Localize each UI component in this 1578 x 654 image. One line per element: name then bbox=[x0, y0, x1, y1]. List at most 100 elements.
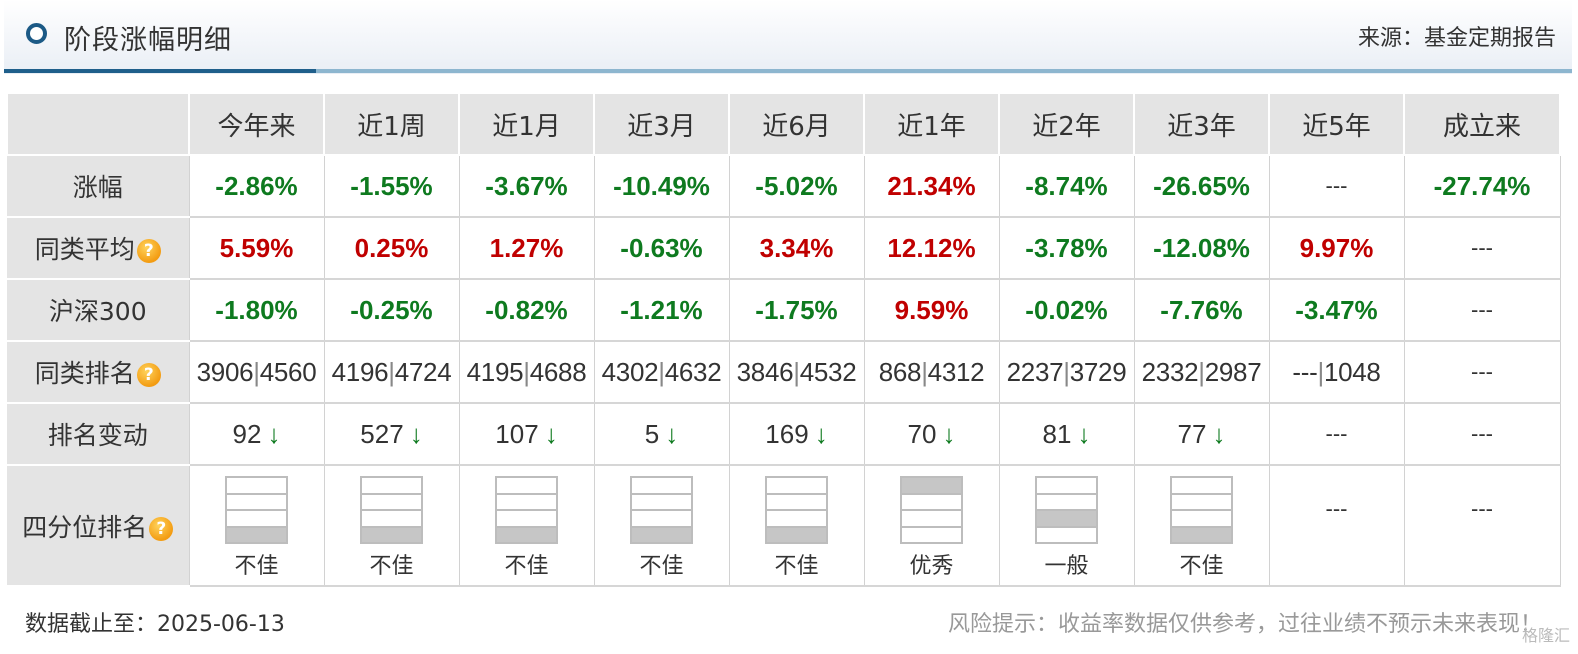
percent-value: -0.63% bbox=[620, 232, 703, 263]
table-cell: 107 ↓ bbox=[458, 402, 595, 466]
table-corner bbox=[6, 92, 190, 156]
quartile-segment bbox=[767, 527, 826, 542]
table-cell: 5 ↓ bbox=[593, 402, 730, 466]
rank-change-value: 81 bbox=[1042, 418, 1072, 449]
quartile-label: 不佳 bbox=[774, 554, 819, 579]
percent-value: -3.78% bbox=[1025, 232, 1108, 263]
table-row: 同类平均? 5.59% 0.25% 1.27% -0.63% 3.34% 12.12% -3.… bbox=[7, 216, 1561, 280]
rank-change-value: 107 bbox=[495, 418, 539, 449]
quartile-chart bbox=[765, 476, 828, 544]
table-cell: 21.34% bbox=[863, 154, 1000, 218]
percent-value: -1.80% bbox=[215, 294, 298, 325]
rank-separator: | bbox=[1317, 356, 1324, 387]
row-label-text: 四分位排名 bbox=[22, 512, 148, 542]
quartile-segment bbox=[1037, 528, 1096, 543]
table-row: 四分位排名? 不佳 不佳 不佳 不佳 不佳 优秀 一般 不佳 --- --- bbox=[7, 464, 1561, 587]
rank-position: 4195 bbox=[466, 356, 524, 387]
percent-value: 12.12% bbox=[887, 232, 976, 263]
table-cell: 不佳 bbox=[593, 464, 730, 587]
watermark: 格隆汇 bbox=[1521, 626, 1570, 645]
data-source: 来源：基金定期报告 bbox=[1357, 26, 1556, 51]
quartile-segment bbox=[227, 511, 286, 528]
table-cell: --- bbox=[1403, 340, 1561, 404]
quartile-segment bbox=[902, 528, 961, 543]
table-cell: 不佳 bbox=[458, 464, 595, 587]
percent-value: -5.02% bbox=[755, 170, 838, 201]
table-cell: -1.80% bbox=[188, 278, 325, 342]
quartile-segment bbox=[902, 511, 961, 528]
rank-value: 4302|4632 bbox=[602, 357, 722, 387]
rank-position: 3846 bbox=[736, 356, 794, 387]
rank-separator: | bbox=[523, 356, 530, 387]
percent-value: 0.25% bbox=[354, 232, 429, 263]
table-cell: --- bbox=[1403, 464, 1561, 587]
quartile-segment bbox=[1037, 511, 1096, 528]
table-cell: 92 ↓ bbox=[188, 402, 325, 466]
table-cell: 3906|4560 bbox=[188, 340, 325, 404]
row-label-text: 沪深300 bbox=[48, 297, 147, 326]
percent-value: -3.67% bbox=[485, 170, 568, 201]
question-mark-icon[interactable]: ? bbox=[136, 239, 161, 263]
percent-value: -1.55% bbox=[350, 170, 433, 201]
table-cell: -0.82% bbox=[458, 278, 595, 342]
quartile-segment bbox=[1037, 478, 1096, 495]
column-header: 近6月 bbox=[728, 92, 865, 156]
row-label: 沪深300 bbox=[7, 279, 189, 342]
rank-position: 2332 bbox=[1141, 356, 1199, 387]
rank-total: 2987 bbox=[1204, 356, 1262, 387]
rank-total: 4560 bbox=[259, 356, 317, 387]
rank-total: 4724 bbox=[394, 356, 452, 387]
row-label: 同类排名? bbox=[7, 341, 189, 404]
quartile-segment bbox=[1172, 527, 1231, 542]
rank-total: 3729 bbox=[1069, 356, 1127, 387]
quartile-segment bbox=[497, 478, 556, 495]
percent-value: -8.74% bbox=[1025, 170, 1108, 201]
row-label-text: 涨幅 bbox=[72, 173, 123, 202]
rank-change-value: 527 bbox=[360, 418, 404, 449]
table-cell: -2.86% bbox=[188, 154, 325, 218]
quartile-segment bbox=[632, 511, 691, 528]
question-mark-icon[interactable]: ? bbox=[149, 516, 174, 541]
table-cell: -7.76% bbox=[1133, 278, 1270, 342]
table-cell: 不佳 bbox=[1133, 464, 1270, 587]
question-mark-icon[interactable]: ? bbox=[136, 363, 161, 387]
table-cell: 0.25% bbox=[323, 216, 460, 280]
table-cell: --- bbox=[1403, 402, 1561, 466]
row-label: 同类平均? bbox=[7, 217, 189, 280]
table-cell: --- bbox=[1268, 402, 1405, 466]
table-cell: -10.49% bbox=[593, 154, 730, 218]
table-cell: -5.02% bbox=[728, 154, 865, 218]
quartile-chart bbox=[630, 476, 693, 544]
rank-value: --- bbox=[1471, 359, 1493, 384]
percent-value: 9.59% bbox=[894, 294, 969, 325]
percent-value: -2.86% bbox=[215, 170, 298, 201]
table-cell: 169 ↓ bbox=[728, 402, 865, 466]
table-cell: 868|4312 bbox=[863, 340, 1000, 404]
rank-value: 4196|4724 bbox=[332, 357, 452, 387]
row-label-text: 同类排名 bbox=[34, 359, 135, 388]
quartile-chart bbox=[1170, 476, 1233, 544]
table-cell: -8.74% bbox=[998, 154, 1135, 218]
arrow-down-icon: ↓ bbox=[665, 418, 679, 449]
quartile-chart bbox=[225, 476, 288, 544]
table-cell: 4196|4724 bbox=[323, 340, 460, 404]
table-cell: -1.21% bbox=[593, 278, 730, 342]
table-cell: 一般 bbox=[998, 464, 1135, 587]
quartile-chart bbox=[900, 476, 963, 544]
quartile-segment bbox=[362, 495, 421, 511]
quartile-segment bbox=[497, 527, 556, 542]
quartile-segment bbox=[362, 511, 421, 528]
table-cell: 12.12% bbox=[863, 216, 1000, 280]
table-cell: 2332|2987 bbox=[1133, 340, 1270, 404]
table-cell: -0.63% bbox=[593, 216, 730, 280]
panel-header bbox=[4, 0, 1572, 74]
arrow-down-icon: ↓ bbox=[267, 418, 281, 449]
table-cell: -3.67% bbox=[458, 154, 595, 218]
table-cell: 2237|3729 bbox=[998, 340, 1135, 404]
percent-value: 9.97% bbox=[1299, 232, 1374, 263]
arrow-down-icon: ↓ bbox=[409, 418, 423, 449]
rank-position: 3906 bbox=[196, 356, 254, 387]
table-cell: 9.59% bbox=[863, 278, 1000, 342]
table-cell: -3.78% bbox=[998, 216, 1135, 280]
rank-change-value: 5 bbox=[644, 418, 660, 449]
